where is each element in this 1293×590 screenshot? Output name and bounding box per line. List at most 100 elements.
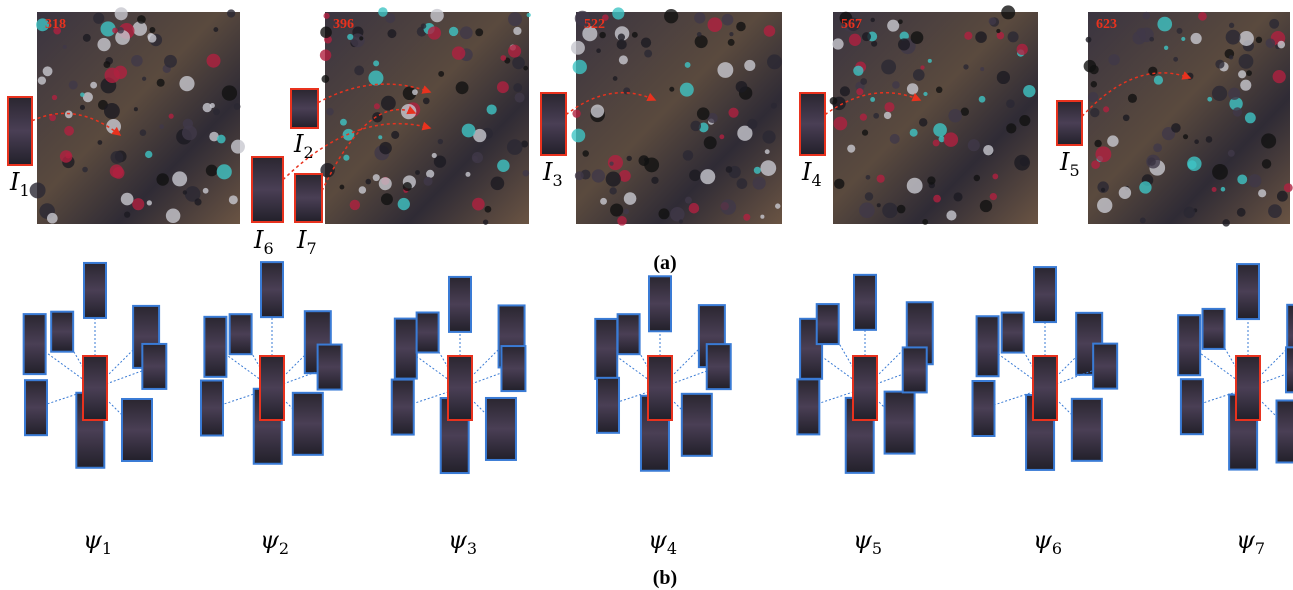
texture [767,54,782,69]
texture [373,174,380,181]
texture [1188,160,1197,169]
texture [664,9,678,23]
texture [1001,5,1015,19]
frame-number: 396 [333,17,354,32]
texture [612,7,624,19]
texture [347,34,353,40]
label-symbol: I [542,158,553,186]
texture [1091,81,1097,87]
group-label: ψ4 [648,526,677,558]
texture [897,205,906,214]
texture [753,176,766,189]
neighbor [501,346,525,391]
texture [948,109,962,123]
texture [381,193,393,205]
texture [933,139,940,146]
texture [1237,174,1247,184]
texture [670,207,685,222]
texture [93,13,104,24]
texture [183,190,187,194]
texture [833,117,847,131]
neighbor [1237,264,1259,319]
texture [771,103,777,109]
texture [669,87,674,92]
texture [1103,106,1109,112]
texture [465,172,470,177]
neighbor [1203,309,1225,349]
texture [485,206,492,213]
texture [865,192,873,200]
texture [438,139,443,144]
texture [1173,57,1178,62]
crop [541,93,566,155]
texture [1194,139,1199,144]
texture [83,92,93,102]
crop [295,174,322,222]
texture [599,32,605,38]
texture [1008,31,1019,42]
neighbor [1002,313,1024,353]
texture [764,25,776,37]
texture [487,104,497,114]
texture [142,77,146,81]
texture [884,102,894,112]
texture [728,39,735,46]
label-symbol: ψ [448,526,468,554]
crop [291,89,318,128]
texture [166,208,180,222]
texture [572,109,580,117]
texture [1212,187,1217,192]
texture [898,19,903,24]
texture [424,177,433,186]
texture [617,39,627,49]
texture [401,104,416,119]
texture [1266,38,1276,48]
crop [800,93,825,155]
texture [112,28,118,34]
texture [862,32,871,41]
texture [644,50,652,58]
label-subscript: 7 [306,239,316,258]
texture [1215,60,1224,69]
texture [1137,28,1146,37]
texture [497,81,509,93]
texture [1019,115,1030,126]
texture [131,55,143,67]
texture [47,213,58,224]
texture [736,22,746,32]
neighbor [122,399,152,461]
neighbor [1286,347,1293,392]
texture [412,89,418,95]
texture [832,38,843,49]
texture [1139,181,1151,193]
texture [618,34,625,41]
texture [680,83,694,97]
texture [1088,92,1098,102]
texture [340,185,345,190]
texture [52,95,57,100]
texture [623,209,629,215]
texture [575,171,584,180]
texture [860,114,867,121]
texture [1123,114,1130,121]
texture [744,60,755,71]
query [83,356,107,420]
texture [374,103,380,109]
neighbor [51,312,73,352]
group-label: ψ1 [83,526,112,558]
texture [207,54,221,68]
label-subscript: 2 [279,539,289,558]
query [260,356,284,420]
texture [980,200,992,212]
texture [472,156,478,162]
texture [38,76,46,84]
texture [1278,41,1286,49]
texture [683,150,694,161]
texture [1171,123,1181,133]
neighbor [649,276,671,331]
texture [231,140,245,154]
neighbor [142,344,166,389]
texture [1183,134,1188,139]
texture [890,134,900,144]
texture [379,177,392,190]
